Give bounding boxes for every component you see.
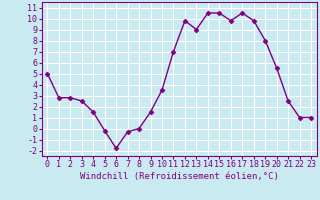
X-axis label: Windchill (Refroidissement éolien,°C): Windchill (Refroidissement éolien,°C) <box>80 172 279 181</box>
